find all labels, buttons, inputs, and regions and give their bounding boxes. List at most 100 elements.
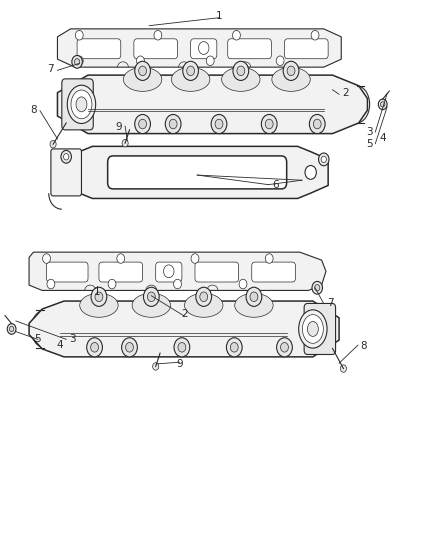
Circle shape (148, 292, 155, 302)
Circle shape (47, 279, 55, 289)
Circle shape (95, 292, 103, 302)
Circle shape (178, 343, 186, 352)
Circle shape (75, 56, 83, 66)
Circle shape (378, 99, 387, 110)
Circle shape (50, 141, 56, 148)
Circle shape (126, 343, 134, 352)
Text: 9: 9 (177, 359, 183, 369)
FancyBboxPatch shape (191, 39, 217, 59)
Circle shape (122, 140, 128, 147)
Circle shape (139, 66, 147, 76)
FancyBboxPatch shape (285, 39, 328, 59)
Circle shape (91, 287, 107, 306)
Ellipse shape (235, 293, 273, 317)
Circle shape (75, 30, 83, 40)
Circle shape (226, 338, 242, 357)
Circle shape (108, 279, 116, 289)
Circle shape (265, 254, 273, 263)
Circle shape (200, 292, 208, 302)
Circle shape (276, 56, 284, 66)
Circle shape (152, 363, 159, 370)
Circle shape (74, 59, 80, 65)
FancyBboxPatch shape (108, 156, 287, 189)
FancyBboxPatch shape (46, 262, 88, 282)
Circle shape (165, 115, 181, 134)
Circle shape (144, 287, 159, 306)
FancyBboxPatch shape (228, 39, 272, 59)
Circle shape (7, 324, 16, 334)
Circle shape (311, 30, 319, 40)
Circle shape (265, 119, 273, 129)
Circle shape (313, 119, 321, 129)
Circle shape (191, 254, 199, 263)
Circle shape (277, 338, 292, 357)
Polygon shape (57, 75, 367, 134)
Circle shape (135, 61, 150, 80)
Circle shape (61, 150, 71, 163)
Circle shape (117, 254, 125, 263)
Circle shape (187, 66, 194, 76)
FancyBboxPatch shape (77, 39, 121, 59)
Ellipse shape (76, 97, 87, 112)
Circle shape (250, 292, 258, 302)
Circle shape (340, 365, 346, 372)
Circle shape (239, 279, 247, 289)
Ellipse shape (272, 67, 310, 91)
Circle shape (318, 153, 329, 166)
Ellipse shape (71, 90, 92, 119)
Circle shape (281, 343, 288, 352)
Circle shape (321, 156, 326, 163)
Text: 5: 5 (35, 334, 41, 344)
Text: 4: 4 (57, 340, 63, 350)
Text: 3: 3 (69, 334, 76, 344)
Ellipse shape (171, 67, 210, 91)
Text: 3: 3 (366, 127, 373, 137)
Circle shape (163, 265, 174, 278)
Ellipse shape (299, 310, 327, 348)
Circle shape (211, 115, 227, 134)
Circle shape (237, 66, 245, 76)
FancyBboxPatch shape (304, 303, 336, 354)
Ellipse shape (302, 314, 323, 343)
Text: 1: 1 (93, 287, 100, 297)
Circle shape (215, 119, 223, 129)
Circle shape (10, 326, 14, 332)
Polygon shape (29, 252, 326, 290)
Ellipse shape (124, 67, 162, 91)
Text: 7: 7 (48, 64, 54, 74)
Circle shape (230, 343, 238, 352)
Ellipse shape (184, 293, 223, 317)
Circle shape (64, 154, 69, 160)
Polygon shape (29, 301, 339, 357)
Circle shape (169, 119, 177, 129)
Circle shape (246, 287, 262, 306)
Circle shape (198, 42, 209, 54)
Circle shape (42, 254, 50, 263)
Text: 5: 5 (366, 139, 373, 149)
Circle shape (154, 30, 162, 40)
FancyBboxPatch shape (51, 149, 81, 196)
Circle shape (174, 338, 190, 357)
FancyBboxPatch shape (99, 262, 143, 282)
Text: 7: 7 (327, 297, 334, 308)
Ellipse shape (80, 293, 118, 317)
Text: 8: 8 (30, 104, 37, 115)
Circle shape (233, 30, 240, 40)
FancyBboxPatch shape (134, 39, 177, 59)
Polygon shape (62, 147, 328, 198)
Circle shape (135, 115, 150, 134)
Circle shape (312, 281, 322, 294)
Text: 6: 6 (272, 180, 279, 190)
Circle shape (87, 338, 102, 357)
Circle shape (287, 66, 295, 76)
Ellipse shape (67, 85, 95, 124)
Circle shape (122, 338, 138, 357)
Ellipse shape (307, 321, 318, 336)
Circle shape (314, 285, 320, 291)
Circle shape (183, 61, 198, 80)
Circle shape (233, 61, 249, 80)
Circle shape (381, 102, 385, 107)
Circle shape (305, 165, 316, 179)
Polygon shape (57, 29, 341, 67)
FancyBboxPatch shape (252, 262, 295, 282)
